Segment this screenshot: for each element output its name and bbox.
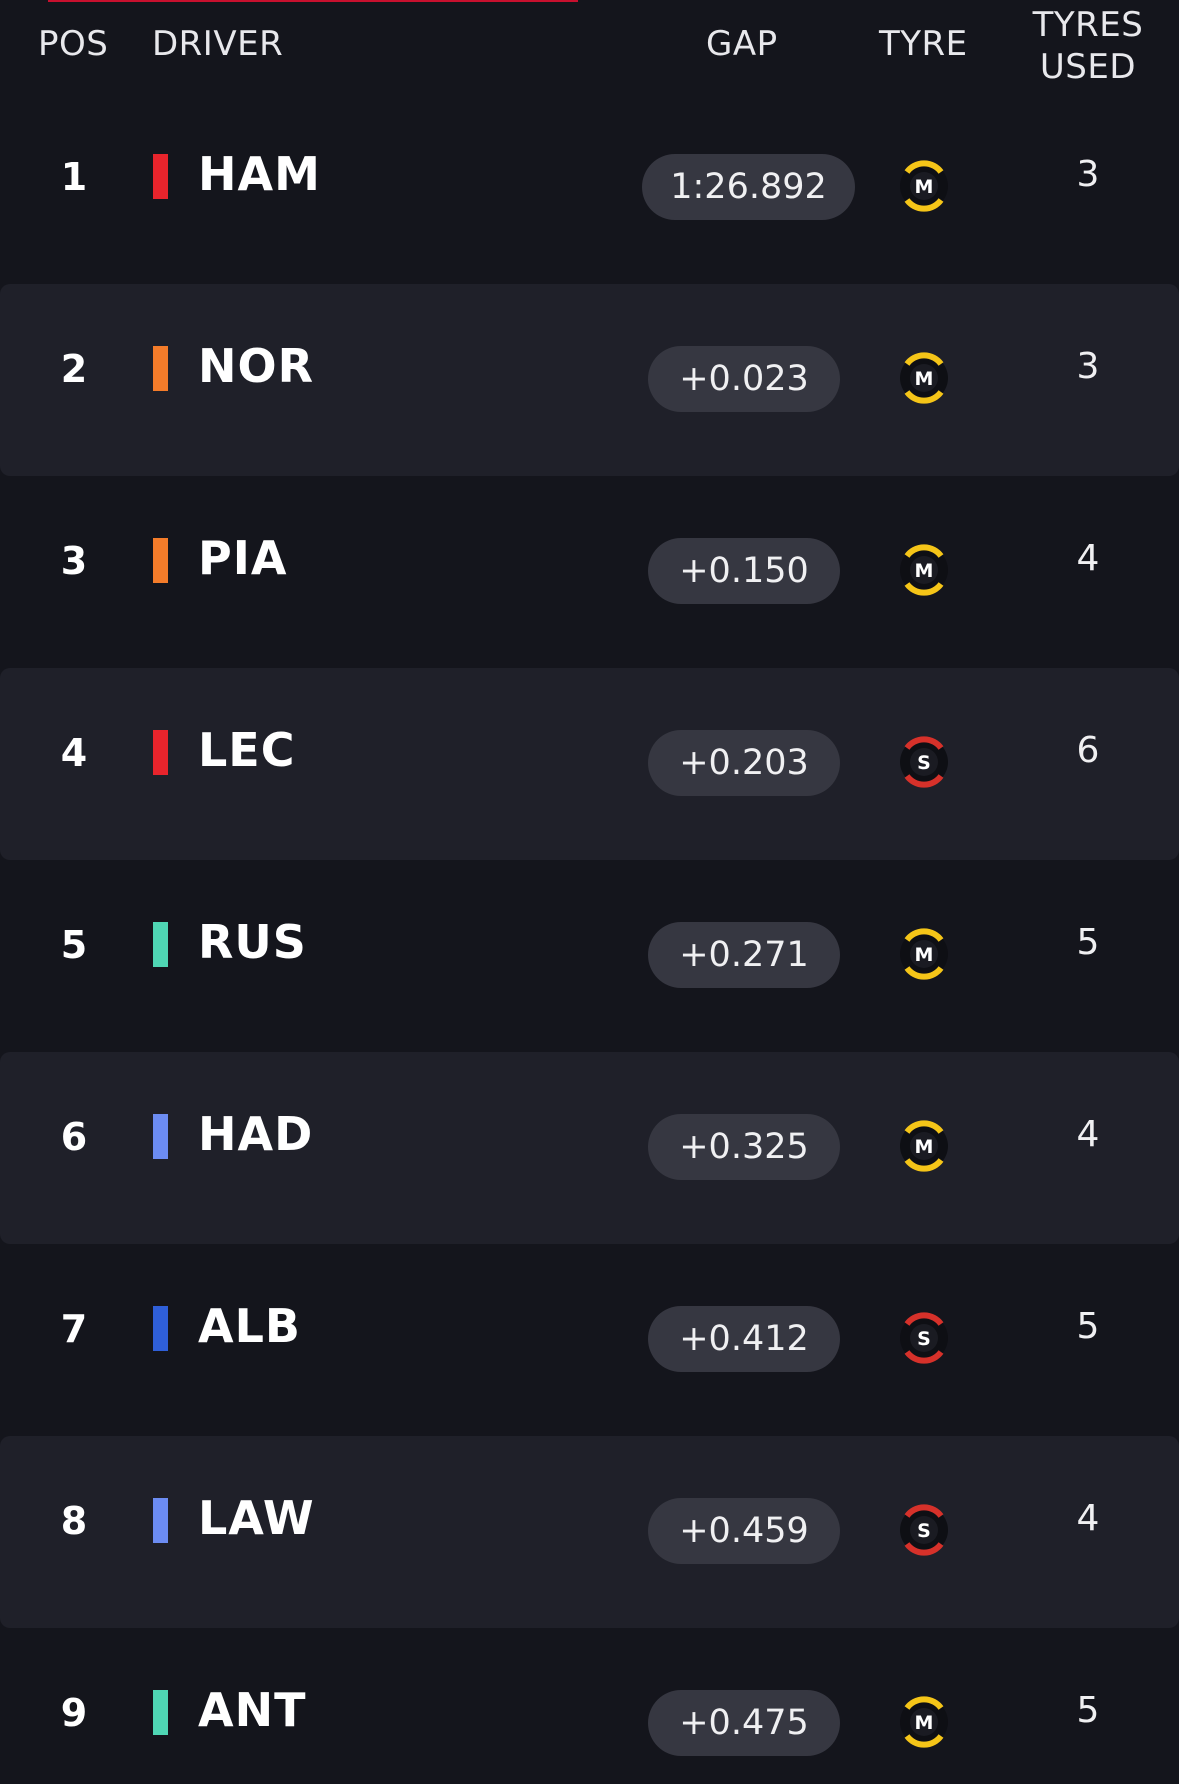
driver-row[interactable]: 1 HAM 1:26.892 M 3 — [0, 92, 1179, 284]
gap-value: +0.475 — [648, 1690, 840, 1756]
position-number: 3 — [60, 539, 88, 583]
header-tyre: TYRE — [879, 24, 968, 64]
session-progress-line — [48, 0, 578, 2]
gap-value: 1:26.892 — [642, 154, 855, 220]
team-color-bar — [153, 154, 168, 199]
position-number: 7 — [60, 1307, 88, 1351]
soft-tyre-icon: S — [900, 1312, 948, 1364]
gap-value: +0.203 — [648, 730, 840, 796]
driver-code: ANT — [198, 1683, 307, 1737]
driver-row[interactable]: 4 LEC +0.203 S 6 — [0, 668, 1179, 860]
tyres-used-count: 4 — [1076, 1498, 1100, 1539]
tyres-used-count: 3 — [1076, 154, 1100, 195]
driver-code: NOR — [198, 339, 315, 393]
team-color-bar — [153, 922, 168, 967]
tyres-used-count: 4 — [1076, 1114, 1100, 1155]
tyre-compound-letter: S — [917, 1328, 931, 1350]
medium-tyre-icon: M — [900, 928, 948, 980]
tyres-used-count: 3 — [1076, 346, 1100, 387]
header-pos: POS — [38, 24, 109, 64]
tyre-compound-letter: M — [915, 560, 934, 582]
position-number: 4 — [60, 731, 88, 775]
header-gap: GAP — [706, 24, 778, 64]
tyre-compound-letter: M — [915, 176, 934, 198]
medium-tyre-icon: M — [900, 352, 948, 404]
medium-tyre-icon: M — [900, 160, 948, 212]
team-color-bar — [153, 538, 168, 583]
driver-row[interactable]: 6 HAD +0.325 M 4 — [0, 1052, 1179, 1244]
driver-row[interactable]: 9 ANT +0.475 M 5 — [0, 1628, 1179, 1784]
tyres-used-count: 5 — [1076, 1690, 1100, 1731]
driver-code: PIA — [198, 531, 288, 585]
driver-code: RUS — [198, 915, 307, 969]
driver-code: LAW — [198, 1491, 315, 1545]
tyres-used-count: 5 — [1076, 1306, 1100, 1347]
position-number: 6 — [60, 1115, 88, 1159]
tyre-compound-letter: M — [915, 944, 934, 966]
tyres-used-count: 5 — [1076, 922, 1100, 963]
position-number: 1 — [60, 155, 88, 199]
driver-row[interactable]: 8 LAW +0.459 S 4 — [0, 1436, 1179, 1628]
team-color-bar — [153, 730, 168, 775]
driver-code: HAM — [198, 147, 321, 201]
soft-tyre-icon: S — [900, 736, 948, 788]
driver-code: ALB — [198, 1299, 301, 1353]
table-header: POS DRIVER GAP TYRE TYRES USED — [0, 0, 1179, 105]
position-number: 9 — [60, 1691, 88, 1735]
driver-row[interactable]: 2 NOR +0.023 M 3 — [0, 284, 1179, 476]
tyre-compound-letter: S — [917, 752, 931, 774]
gap-value: +0.023 — [648, 346, 840, 412]
medium-tyre-icon: M — [900, 1696, 948, 1748]
team-color-bar — [153, 1690, 168, 1735]
driver-row[interactable]: 3 PIA +0.150 M 4 — [0, 476, 1179, 668]
driver-code: HAD — [198, 1107, 314, 1161]
medium-tyre-icon: M — [900, 544, 948, 596]
tyre-compound-letter: M — [915, 1712, 934, 1734]
header-tyres-used: TYRES USED — [1010, 4, 1166, 88]
soft-tyre-icon: S — [900, 1504, 948, 1556]
tyre-compound-letter: M — [915, 1136, 934, 1158]
driver-row[interactable]: 7 ALB +0.412 S 5 — [0, 1244, 1179, 1436]
gap-value: +0.412 — [648, 1306, 840, 1372]
tyres-used-count: 6 — [1076, 730, 1100, 771]
team-color-bar — [153, 1114, 168, 1159]
tyre-compound-letter: S — [917, 1520, 931, 1542]
header-tyres-used-line2: USED — [1039, 47, 1137, 87]
driver-row[interactable]: 5 RUS +0.271 M 5 — [0, 860, 1179, 1052]
position-number: 8 — [60, 1499, 88, 1543]
gap-value: +0.271 — [648, 922, 840, 988]
gap-value: +0.325 — [648, 1114, 840, 1180]
gap-value: +0.150 — [648, 538, 840, 604]
team-color-bar — [153, 1498, 168, 1543]
driver-code: LEC — [198, 723, 296, 777]
gap-value: +0.459 — [648, 1498, 840, 1564]
tyres-used-count: 4 — [1076, 538, 1100, 579]
position-number: 2 — [60, 347, 88, 391]
team-color-bar — [153, 1306, 168, 1351]
header-driver: DRIVER — [152, 24, 284, 64]
medium-tyre-icon: M — [900, 1120, 948, 1172]
header-tyres-used-line1: TYRES — [1032, 5, 1144, 45]
standings-list: 1 HAM 1:26.892 M 3 2 NOR +0.023 M 3 3 PIA +0.150 M 4 4 L… — [0, 92, 1179, 1784]
tyre-compound-letter: M — [915, 368, 934, 390]
position-number: 5 — [60, 923, 88, 967]
team-color-bar — [153, 346, 168, 391]
